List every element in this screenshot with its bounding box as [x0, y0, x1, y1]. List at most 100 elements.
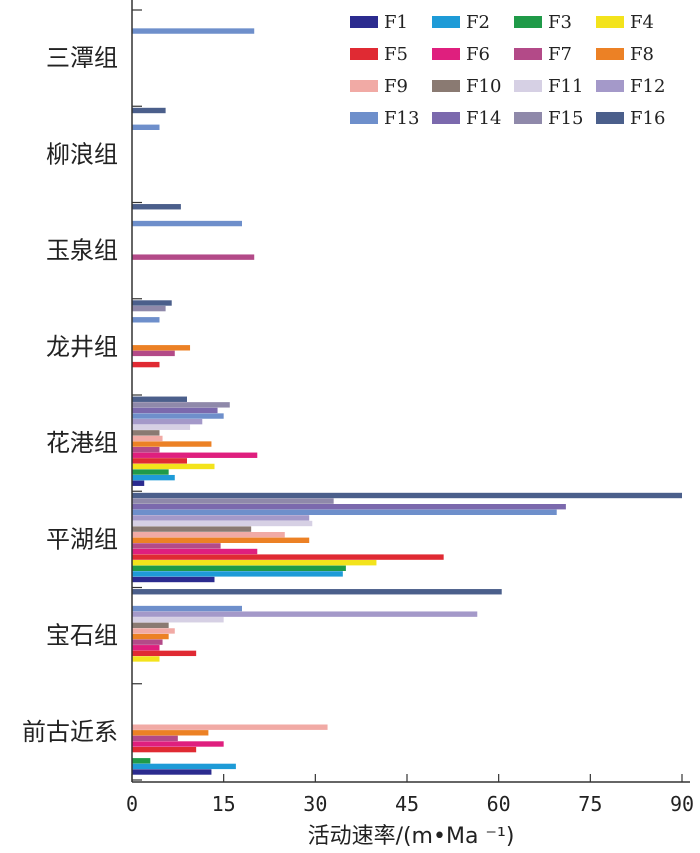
legend-label: F4	[630, 12, 654, 33]
legend-swatch	[432, 48, 460, 60]
bar-f16	[132, 492, 682, 499]
bar-f5	[132, 361, 160, 368]
legend-label: F14	[466, 108, 501, 129]
bar-f8	[132, 730, 209, 736]
x-axis-title: 活动速率/(m•Ma ⁻¹)	[308, 824, 515, 849]
bar-f8	[132, 537, 310, 543]
bar-f8	[132, 633, 169, 640]
legend-swatch	[596, 112, 624, 124]
bar-f2	[132, 571, 343, 577]
bar-f4	[132, 463, 215, 470]
bar-f6	[132, 452, 258, 458]
bar-f6	[132, 548, 258, 555]
bar-f7	[132, 446, 160, 453]
legend-label: F6	[466, 44, 490, 65]
bar-f7	[132, 543, 221, 549]
bar-f7	[132, 350, 175, 357]
legend-label: F9	[384, 76, 408, 97]
bar-f16	[132, 204, 181, 210]
bar-f5	[132, 458, 187, 464]
bar-f10	[132, 526, 252, 532]
legend-label: F10	[466, 76, 501, 97]
legend-swatch	[350, 16, 378, 28]
bar-f6	[132, 645, 160, 651]
bar-f1	[132, 769, 212, 775]
legend-swatch	[432, 80, 460, 92]
legend-label: F13	[384, 108, 419, 129]
bar-f2	[132, 474, 175, 481]
legend-label: F15	[548, 108, 583, 129]
legend-label: F2	[466, 12, 490, 33]
bar-f4	[132, 656, 160, 662]
bar-f7	[132, 735, 178, 742]
axes	[131, 0, 690, 783]
bar-f15	[132, 498, 334, 504]
bar-f16	[132, 589, 502, 595]
bar-f12	[132, 418, 203, 425]
bar-f3	[132, 758, 151, 764]
legend-label: F5	[384, 44, 408, 65]
x-tick-label: 45	[395, 792, 419, 816]
bar-f12	[132, 515, 310, 521]
category-label: 平湖组	[46, 525, 118, 553]
bar-f3	[132, 469, 169, 475]
bar-f12	[132, 611, 478, 617]
bar-f15	[132, 402, 230, 408]
bar-f3	[132, 565, 346, 571]
legend-swatch	[514, 16, 542, 28]
bar-f1	[132, 576, 215, 583]
bar-f9	[132, 435, 163, 442]
bar-f4	[132, 560, 377, 566]
x-tick-label: 30	[303, 792, 327, 816]
legend-swatch	[514, 48, 542, 60]
bar-f10	[132, 622, 169, 629]
bar-f14	[132, 504, 566, 510]
legend-swatch	[432, 16, 460, 28]
legend-swatch	[596, 80, 624, 92]
bar-f16	[132, 107, 166, 114]
bar-f11	[132, 424, 191, 430]
legend-swatch	[596, 48, 624, 60]
legend-label: F12	[630, 76, 665, 97]
bar-f9	[132, 532, 285, 538]
category-label: 三潭组	[46, 44, 118, 72]
x-tick-labels: 0 15 30 45 60 75 90	[126, 774, 694, 816]
category-label: 玉泉组	[46, 237, 118, 265]
bar-f13	[132, 509, 557, 515]
legend-swatch	[514, 80, 542, 92]
bar-f13	[132, 317, 160, 323]
x-tick-label: 75	[578, 792, 602, 816]
bar-f5	[132, 746, 197, 753]
x-tick-label: 90	[670, 792, 694, 816]
legend: F1 F2 F3 F4 F5 F6 F7 F8 F9 F10 F11 F12 F13 F14 F15 F16	[350, 12, 665, 129]
legend-swatch	[350, 80, 378, 92]
bar-f11	[132, 520, 313, 527]
x-tick-label: 60	[487, 792, 511, 816]
category-label: 柳浪组	[46, 140, 118, 168]
bar-f14	[132, 407, 218, 414]
bar-f10	[132, 430, 160, 436]
bar-f9	[132, 724, 328, 730]
x-tick-label: 15	[212, 792, 236, 816]
legend-label: F8	[630, 44, 654, 65]
bar-f8	[132, 441, 212, 447]
category-label: 花港组	[46, 429, 118, 457]
bar-f11	[132, 617, 224, 623]
bar-f2	[132, 763, 236, 770]
category-label: 龙井组	[46, 333, 118, 361]
bar-f13	[132, 413, 224, 419]
bar-f1	[132, 480, 145, 486]
legend-swatch	[596, 16, 624, 28]
bar-f15	[132, 305, 166, 312]
legend-label: F3	[548, 12, 572, 33]
legend-swatch	[350, 112, 378, 124]
category-label: 前古近系	[22, 718, 118, 746]
x-tick-label: 0	[126, 792, 138, 816]
legend-swatch	[350, 48, 378, 60]
bar-f16	[132, 300, 172, 306]
grid-lines	[132, 9, 142, 781]
legend-label: F11	[548, 76, 583, 97]
bar-f13	[132, 124, 160, 130]
legend-swatch	[514, 112, 542, 124]
